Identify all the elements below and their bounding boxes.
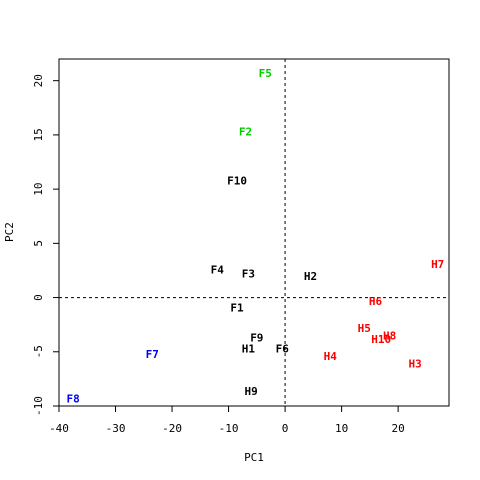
point-label-f4: F4	[211, 263, 225, 276]
point-label-h7: H7	[431, 258, 444, 271]
x-tick-label: 0	[282, 422, 289, 435]
point-label-f10: F10	[227, 174, 247, 187]
y-tick-label: 10	[32, 183, 45, 196]
point-label-h1: H1	[242, 343, 256, 356]
plot-frame	[58, 58, 450, 407]
y-tick-label: 15	[32, 128, 45, 141]
y-axis-title: PC2	[3, 222, 16, 242]
point-label-h3: H3	[408, 358, 421, 371]
point-label-f8: F8	[67, 392, 80, 405]
y-tick-label: -10	[32, 396, 45, 416]
point-label-f9: F9	[250, 332, 263, 345]
x-tick-label: 20	[392, 422, 405, 435]
point-label-h4: H4	[324, 350, 338, 363]
point-label-f5: F5	[259, 67, 272, 80]
x-tick-label: 10	[335, 422, 348, 435]
point-label-h10: H10	[371, 333, 391, 346]
x-tick-label: -20	[162, 422, 182, 435]
x-tick-label: -10	[219, 422, 239, 435]
point-label-h6: H6	[369, 295, 383, 308]
point-label-f7: F7	[146, 348, 159, 361]
x-tick-label: -30	[106, 422, 126, 435]
point-label-h9: H9	[245, 385, 258, 398]
point-label-h8: H8	[383, 330, 396, 343]
x-tick-label: -40	[49, 422, 69, 435]
point-label-h5: H5	[358, 322, 371, 335]
x-axis: -40 -30 -20 -10 0 10 20	[49, 406, 405, 435]
point-label-f1: F1	[230, 301, 244, 314]
y-tick-label: 20	[32, 74, 45, 87]
point-label-f3: F3	[242, 268, 255, 281]
point-label-f2: F2	[239, 126, 252, 139]
y-axis: -10 -5 0 5 10 15 20	[32, 74, 59, 416]
y-tick-label: 5	[32, 240, 45, 247]
point-label-f6: F6	[276, 343, 290, 356]
reference-lines	[59, 59, 449, 406]
point-label-h2: H2	[304, 270, 317, 283]
y-tick-label: 0	[32, 294, 45, 301]
y-tick-label: -5	[32, 345, 45, 358]
x-axis-title: PC1	[244, 451, 264, 464]
